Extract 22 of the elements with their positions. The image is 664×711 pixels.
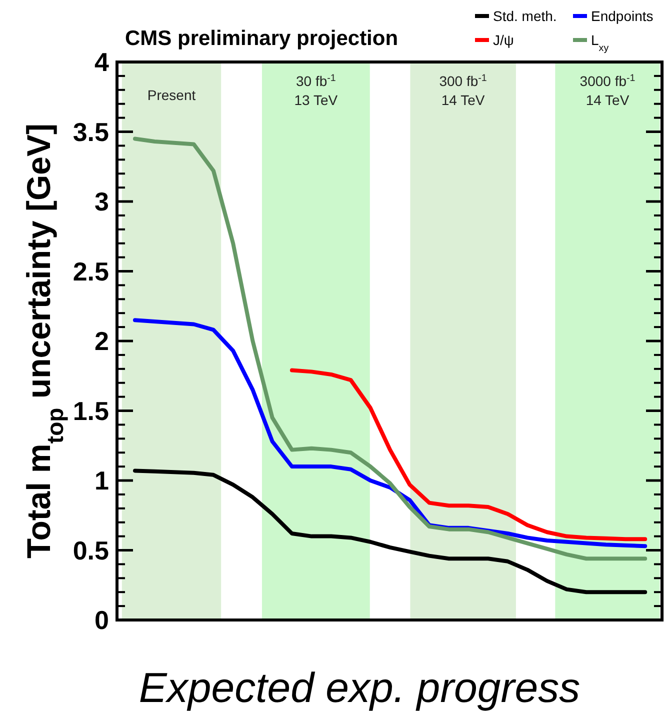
y-tick-label: 4 xyxy=(94,47,110,78)
y-tick-label: 1.5 xyxy=(72,396,109,426)
legend-label: J/ψ xyxy=(493,32,514,48)
annotation: 3000 fb$^{-1}$ 14 TeV xyxy=(580,72,636,108)
legend-label: L$_{xy}$ xyxy=(591,32,609,54)
y-tick-label: 3 xyxy=(94,186,109,217)
y-tick-label: 3.5 xyxy=(72,116,109,147)
y-tick-label: 1 xyxy=(94,466,109,496)
line-series xyxy=(132,136,648,561)
y-tick-label: 2.5 xyxy=(72,256,109,286)
line-series xyxy=(132,468,648,594)
annotation: 300 fb$^{-1}$ 14 TeV xyxy=(439,72,487,108)
line-series xyxy=(290,368,648,542)
y-tick-label: 2 xyxy=(94,326,109,356)
legend-label: Endpoints xyxy=(591,8,654,24)
y-tick-label: 0 xyxy=(94,605,109,636)
x-axis-title: Expected exp. progress xyxy=(138,664,580,711)
annotation: 30 fb$^{-1}$ 13 TeV xyxy=(294,72,338,108)
chart-title: CMS preliminary projection xyxy=(125,27,398,50)
legend-label: Std. meth. xyxy=(493,8,557,24)
annotation: Present xyxy=(147,87,196,103)
y-tick-label: 0.5 xyxy=(72,535,109,566)
